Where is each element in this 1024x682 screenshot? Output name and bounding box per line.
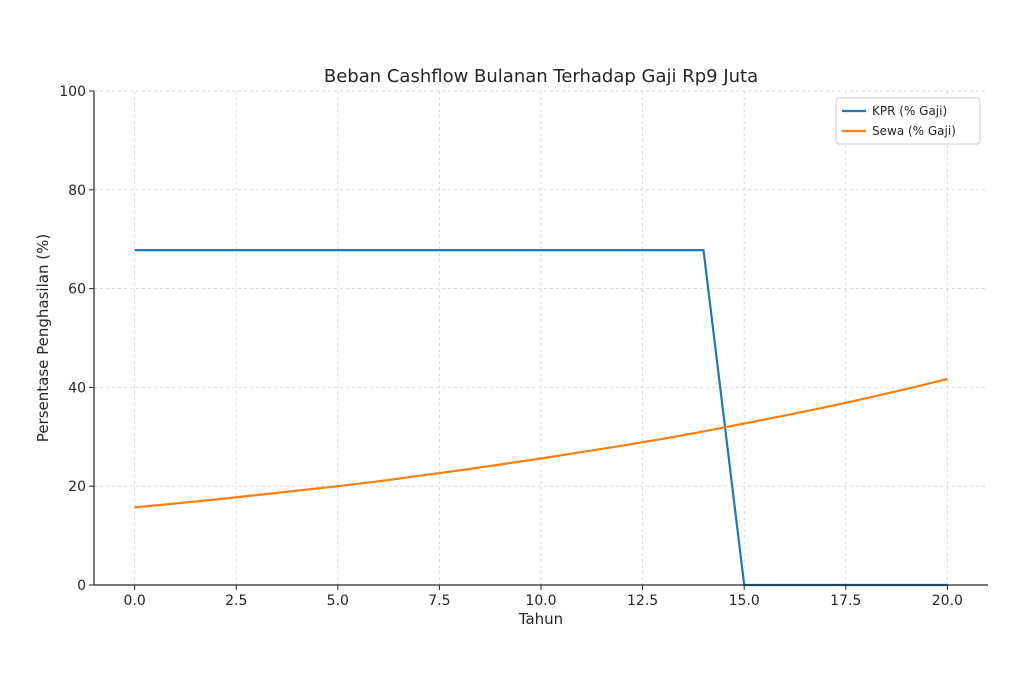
x-tick-label: 12.5 (627, 593, 658, 609)
x-tick-label: 20.0 (932, 593, 963, 609)
y-tick-label: 20 (68, 479, 86, 495)
y-axis-label: Persentase Penghasilan (%) (34, 234, 52, 442)
legend-box (835, 97, 981, 145)
x-tick-label: 2.5 (225, 593, 247, 609)
grid-layer (94, 90, 988, 586)
y-tick-label: 0 (77, 578, 86, 594)
series-line-sewa (134, 377, 948, 509)
y-tick-label: 60 (68, 282, 86, 298)
x-tick-label: 10.0 (525, 593, 556, 609)
legend-entry: Sewa (% Gaji) (872, 124, 956, 138)
chart-title: Beban Cashflow Bulanan Terhadap Gaji Rp9… (324, 66, 758, 87)
legend: KPR (% Gaji) Sewa (% Gaji) (835, 97, 981, 145)
ticks-layer: 0.0 2.5 5.0 7.5 10.0 12.5 15.0 17.5 20.0 0 20 40 60 8… (59, 84, 988, 609)
y-tick-label: 40 (68, 380, 86, 396)
x-axis-label: Tahun (518, 610, 563, 628)
x-tick-label: 15.0 (729, 593, 760, 609)
x-tick-label: 0.0 (124, 593, 146, 609)
y-tick-label: 100 (59, 84, 86, 100)
legend-entry: KPR (% Gaji) (872, 104, 947, 118)
x-tick-label: 5.0 (327, 593, 349, 609)
y-tick-label: 80 (68, 183, 86, 199)
x-tick-label: 17.5 (830, 593, 861, 609)
x-tick-label: 7.5 (428, 593, 450, 609)
